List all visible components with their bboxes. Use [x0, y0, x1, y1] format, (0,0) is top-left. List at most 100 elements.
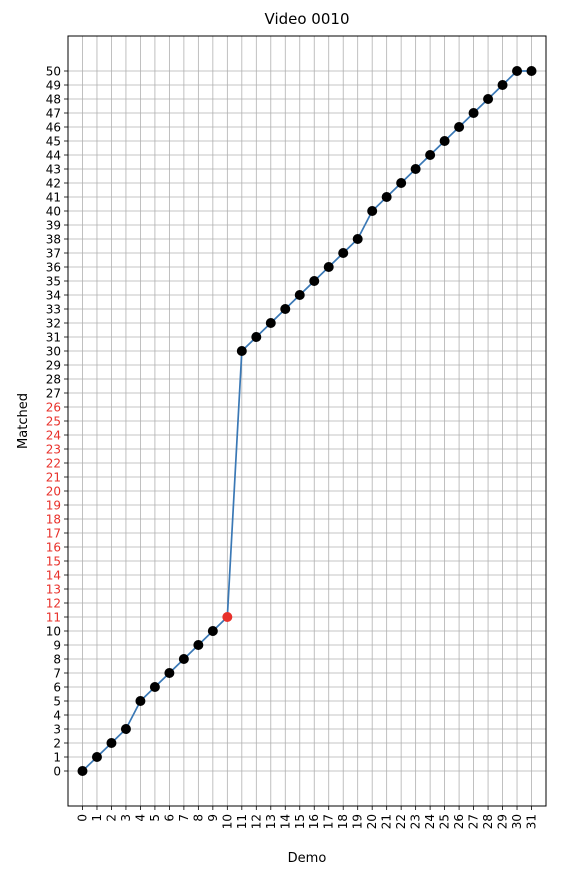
x-tick-label: 14 — [278, 814, 292, 829]
y-tick-label: 29 — [46, 358, 61, 372]
x-tick-label: 10 — [220, 814, 234, 829]
data-point — [91, 752, 102, 762]
y-tick-label: 32 — [46, 316, 61, 330]
x-tick-label: 17 — [322, 814, 336, 829]
x-tick-label: 19 — [351, 814, 365, 829]
x-tick-label: 3 — [119, 814, 133, 822]
data-point — [207, 626, 218, 636]
y-tick-label: 36 — [46, 260, 61, 274]
x-tick-label: 24 — [423, 814, 437, 829]
x-tick-label: 23 — [409, 814, 423, 829]
y-tick-label: 42 — [46, 176, 61, 190]
y-tick-label: 10 — [46, 624, 61, 638]
data-point — [468, 108, 479, 118]
data-point — [77, 766, 88, 776]
y-tick-label: 3 — [53, 722, 61, 736]
data-point — [497, 80, 508, 90]
y-tick-label: 9 — [53, 638, 61, 652]
x-tick-label: 6 — [162, 814, 176, 822]
y-tick-label: 38 — [46, 232, 61, 246]
y-tick-label: 15 — [46, 554, 61, 568]
y-tick-label: 8 — [53, 652, 61, 666]
data-point — [265, 318, 276, 328]
data-point — [425, 150, 436, 160]
data-point — [120, 724, 131, 734]
data-point — [381, 192, 392, 202]
series-group — [77, 66, 537, 776]
y-tick-label: 31 — [46, 330, 61, 344]
y-tick-label: 16 — [46, 540, 61, 554]
data-point — [178, 654, 189, 664]
y-tick-label: 37 — [46, 246, 61, 260]
data-point — [251, 332, 262, 342]
y-tick-label: 47 — [46, 106, 61, 120]
data-point — [439, 136, 450, 146]
x-tick-label: 2 — [104, 814, 118, 822]
x-axis: 0 1 2 3 4 5 6 7 8 9 10 11 12 13 14 15 16 17 18 19 20 21 22 23 24… — [75, 806, 539, 829]
data-point — [236, 346, 247, 356]
x-tick-label: 27 — [467, 814, 481, 829]
highlighted-point — [222, 612, 233, 622]
grid-lines — [68, 36, 546, 806]
y-tick-label: 48 — [46, 92, 61, 106]
x-tick-label: 15 — [293, 814, 307, 829]
y-tick-label: 21 — [46, 470, 61, 484]
data-point — [410, 164, 421, 174]
data-point — [149, 682, 160, 692]
data-point — [454, 122, 465, 132]
y-tick-label: 7 — [53, 666, 61, 680]
y-tick-label: 35 — [46, 274, 61, 288]
y-tick-label: 43 — [46, 162, 61, 176]
y-tick-label: 0 — [53, 764, 61, 778]
y-axis-title: Matched — [16, 393, 31, 449]
data-point — [193, 640, 204, 650]
y-tick-label: 19 — [46, 498, 61, 512]
data-point — [396, 178, 407, 188]
x-tick-label: 16 — [307, 814, 321, 829]
y-tick-label: 4 — [53, 708, 61, 722]
data-point — [106, 738, 117, 748]
y-tick-label: 18 — [46, 512, 61, 526]
x-tick-label: 7 — [177, 814, 191, 822]
y-tick-label: 33 — [46, 302, 61, 316]
x-tick-label: 26 — [452, 814, 466, 829]
data-point — [352, 234, 363, 244]
y-tick-label: 22 — [46, 456, 61, 470]
data-point — [323, 262, 334, 272]
y-tick-label: 28 — [46, 372, 61, 386]
y-tick-label: 1 — [53, 750, 61, 764]
y-tick-label: 44 — [46, 148, 61, 162]
y-tick-label: 6 — [53, 680, 61, 694]
data-point — [164, 668, 175, 678]
data-point — [135, 696, 146, 706]
y-tick-label: 39 — [46, 218, 61, 232]
chart-title: Video 0010 — [265, 10, 350, 28]
x-tick-label: 12 — [249, 814, 263, 829]
y-tick-label: 26 — [46, 400, 61, 414]
x-tick-label: 13 — [264, 814, 278, 829]
y-tick-label: 46 — [46, 120, 61, 134]
y-tick-label: 27 — [46, 386, 61, 400]
x-tick-label: 11 — [235, 814, 249, 829]
y-tick-label: 5 — [53, 694, 61, 708]
data-point — [294, 290, 305, 300]
y-tick-label: 11 — [46, 610, 61, 624]
y-tick-label: 30 — [46, 344, 61, 358]
y-axis: 0123456789101112131415161718192021222324… — [46, 64, 68, 778]
y-tick-label: 12 — [46, 596, 61, 610]
y-tick-label: 13 — [46, 582, 61, 596]
y-tick-label: 17 — [46, 526, 61, 540]
y-tick-label: 14 — [46, 568, 61, 582]
x-tick-label: 31 — [525, 814, 539, 829]
x-tick-label: 22 — [394, 814, 408, 829]
data-point — [367, 206, 378, 216]
x-tick-label: 4 — [133, 814, 147, 822]
x-tick-label: 8 — [191, 814, 205, 822]
x-tick-label: 21 — [380, 814, 394, 829]
y-tick-label: 40 — [46, 204, 61, 218]
y-tick-label: 49 — [46, 78, 61, 92]
x-axis-title: Demo — [288, 851, 327, 866]
x-tick-label: 28 — [481, 814, 495, 829]
